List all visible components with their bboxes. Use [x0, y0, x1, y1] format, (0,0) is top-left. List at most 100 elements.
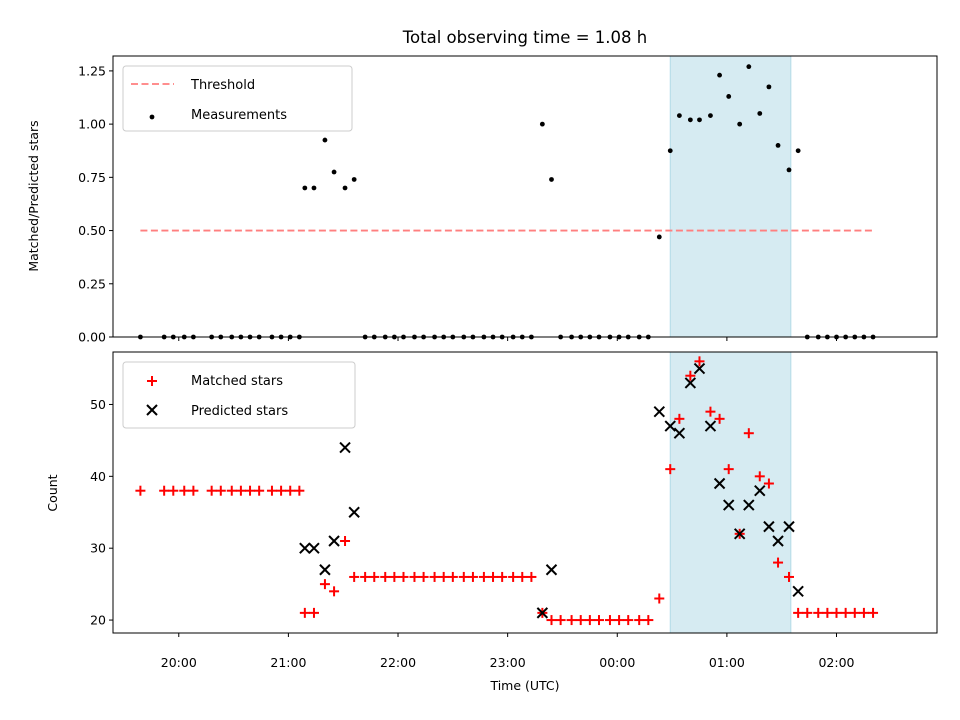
legend-measurement-swatch — [149, 114, 155, 120]
matched-star-point — [849, 607, 860, 618]
matched-star-point — [575, 615, 586, 626]
marker-stroke — [653, 405, 665, 418]
matched-star-point — [526, 571, 537, 582]
legend-label-threshold: Threshold — [190, 78, 255, 93]
predicted-star-point — [299, 542, 311, 554]
marker-stroke — [536, 607, 549, 619]
chart-title: Total observing time = 1.08 h — [402, 28, 647, 47]
predicted-star-point — [754, 484, 766, 497]
matched-star-point — [294, 485, 305, 496]
measurement-point — [746, 64, 752, 70]
x-tick-label: 01:00 — [709, 655, 745, 670]
bottom-count-points — [135, 356, 879, 626]
matched-star-point — [299, 607, 310, 618]
x-tick-label: 23:00 — [490, 655, 526, 670]
marker-stroke — [664, 420, 676, 432]
legend-label-measurements: Measurements — [191, 108, 287, 123]
measurement-point — [331, 169, 337, 175]
marker-stroke — [693, 362, 706, 375]
matched-star-point — [546, 615, 557, 626]
matched-star-point — [226, 485, 237, 496]
bottom-shaded-interval — [669, 351, 792, 634]
y-tick-label: 0.00 — [78, 330, 106, 345]
x-tick-label: 21:00 — [270, 655, 306, 670]
marker-stroke — [763, 520, 775, 533]
matched-star-point — [802, 607, 813, 618]
matched-star-point — [458, 571, 469, 582]
legend-box — [122, 361, 356, 429]
matched-star-point — [389, 571, 400, 582]
matched-star-point — [840, 607, 851, 618]
measurement-point — [676, 113, 682, 119]
predicted-star-point — [693, 362, 706, 375]
predicted-star-point — [783, 520, 795, 533]
measurement-point — [726, 94, 732, 99]
matched-star-point — [179, 485, 190, 496]
predicted-star-point — [319, 564, 331, 576]
marker-stroke — [319, 564, 331, 576]
matched-star-point — [793, 607, 804, 618]
matched-star-point — [215, 485, 226, 496]
predicted-star-point — [673, 427, 686, 439]
predicted-star-point — [733, 528, 746, 540]
matched-star-point — [319, 579, 330, 590]
measurement-point — [737, 121, 743, 127]
matched-star-point — [447, 571, 458, 582]
matched-star-point — [418, 571, 429, 582]
legend-box — [122, 65, 353, 132]
y-tick-label: 1.00 — [78, 117, 106, 132]
matched-star-point — [604, 615, 615, 626]
y-tick-label: 0.75 — [78, 170, 106, 185]
measurement-point — [656, 234, 662, 240]
matched-star-point — [254, 485, 265, 496]
matched-star-point — [478, 571, 489, 582]
matched-star-point — [643, 615, 654, 626]
measurement-point — [549, 177, 554, 182]
marker-stroke — [783, 520, 795, 533]
predicted-star-point — [713, 477, 726, 490]
matched-star-point — [743, 428, 754, 439]
y-tick-label: 20 — [90, 613, 106, 628]
matched-star-point — [508, 571, 519, 582]
measurement-point — [766, 84, 772, 90]
predicted-star-point — [743, 499, 755, 511]
bottom-panel: 20 30 40 50 20:00 21:00 22:00 23:00 00:00 01:00 02… — [45, 351, 938, 693]
marker-stroke — [733, 528, 746, 540]
matched-star-point — [349, 571, 360, 582]
matched-star-point — [754, 471, 765, 482]
predicted-star-point — [704, 420, 717, 432]
marker-stroke — [792, 585, 804, 598]
matched-star-point — [665, 464, 676, 475]
marker-stroke — [673, 427, 686, 439]
matched-star-point — [380, 571, 391, 582]
matched-star-point — [168, 485, 179, 496]
matched-star-point — [614, 615, 625, 626]
matched-star-point — [555, 615, 566, 626]
matched-star-point — [593, 615, 604, 626]
marker-stroke — [772, 535, 784, 547]
x-tick-label: 02:00 — [818, 655, 854, 670]
top-shaded-interval — [669, 55, 792, 338]
matched-star-point — [276, 485, 287, 496]
matched-star-point — [266, 485, 277, 496]
marker-stroke — [299, 542, 311, 554]
matched-star-point — [784, 571, 795, 582]
predicted-star-point — [664, 420, 676, 432]
measurement-point — [322, 137, 328, 143]
legend-predicted-swatch — [146, 404, 158, 416]
measurement-point — [302, 185, 308, 191]
matched-star-point — [634, 615, 645, 626]
legend-label-predicted: Predicted stars — [191, 404, 288, 419]
top-y-axis-label: Matched/Predicted stars — [26, 120, 41, 271]
matched-star-point — [135, 485, 146, 496]
measurement-point — [351, 177, 357, 182]
matched-star-point — [188, 485, 199, 496]
measurement-point — [539, 121, 545, 127]
matched-star-point — [858, 607, 869, 618]
bottom-y-axis-label: Count — [45, 474, 60, 511]
matched-star-point — [360, 571, 371, 582]
marker-stroke — [348, 506, 360, 518]
legend-label-matched: Matched stars — [191, 374, 283, 389]
y-tick-label: 50 — [90, 397, 106, 412]
